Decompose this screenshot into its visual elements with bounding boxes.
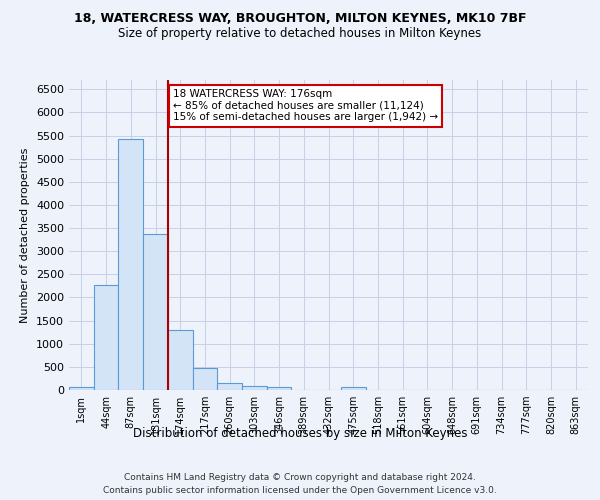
Bar [94, 285, 118, 390]
Bar [341, 388, 365, 390]
Bar [242, 386, 267, 390]
Bar [143, 234, 168, 390]
Text: Distribution of detached houses by size in Milton Keynes: Distribution of detached houses by size … [133, 428, 467, 440]
Bar [118, 139, 143, 390]
Text: 18 WATERCRESS WAY: 176sqm
← 85% of detached houses are smaller (11,124)
15% of s: 18 WATERCRESS WAY: 176sqm ← 85% of detac… [173, 90, 438, 122]
Text: Size of property relative to detached houses in Milton Keynes: Size of property relative to detached ho… [118, 28, 482, 40]
Text: Contains public sector information licensed under the Open Government Licence v3: Contains public sector information licen… [103, 486, 497, 495]
Bar [193, 368, 217, 390]
Bar [217, 382, 242, 390]
Y-axis label: Number of detached properties: Number of detached properties [20, 148, 31, 322]
Bar [267, 387, 292, 390]
Bar [69, 387, 94, 390]
Text: Contains HM Land Registry data © Crown copyright and database right 2024.: Contains HM Land Registry data © Crown c… [124, 472, 476, 482]
Bar [168, 330, 193, 390]
Text: 18, WATERCRESS WAY, BROUGHTON, MILTON KEYNES, MK10 7BF: 18, WATERCRESS WAY, BROUGHTON, MILTON KE… [74, 12, 526, 26]
